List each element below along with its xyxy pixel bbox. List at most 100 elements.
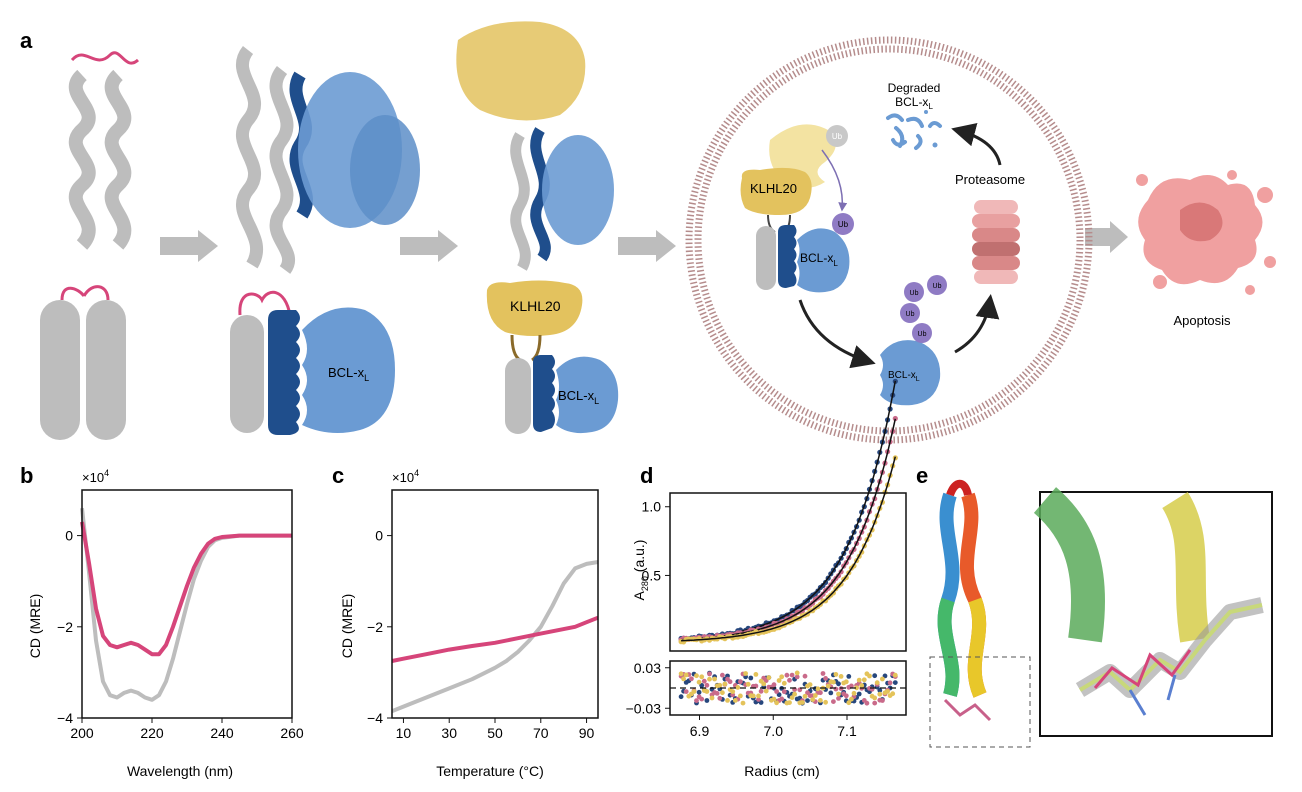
plot-frame-residual: [669, 660, 907, 716]
residual-point-2-21: [732, 698, 738, 703]
residual-point-2-77: [877, 691, 883, 697]
residual-point-1-54: [818, 690, 823, 696]
fit-curve-2: [681, 456, 897, 642]
stage2-complex-cartoon: BCL-xL: [230, 290, 395, 435]
residual-point-1-75: [872, 700, 878, 706]
svg-text:KLHL20: KLHL20: [510, 298, 561, 314]
x-tick-label: 7.0: [764, 723, 784, 739]
svg-text:BCL-xL: BCL-xL: [558, 388, 599, 406]
residual-point-1-37: [774, 689, 779, 694]
y-tick-label: −2: [367, 619, 383, 635]
svg-text:BCL-xL: BCL-xL: [888, 370, 920, 383]
residual-point-2-62: [838, 674, 844, 679]
helix-right: [104, 69, 132, 250]
residual-point-2-80: [885, 689, 890, 694]
residual-y-tick-label: −0.03: [626, 700, 662, 716]
residual-point-2-28: [750, 693, 756, 699]
residual-point-2-48: [802, 693, 808, 699]
zoom-inset-content: [1033, 487, 1264, 716]
fit-curve-1: [681, 418, 897, 641]
residual-point-1-14: [714, 691, 720, 696]
residual-point-1-41: [784, 672, 790, 678]
panel-e: e: [916, 463, 1273, 748]
residual-point-2-43: [789, 695, 795, 700]
svg-text:×104: ×104: [392, 468, 419, 485]
residual-point-2-18: [725, 698, 730, 703]
residual-point-1-23: [738, 679, 743, 685]
residual-point-0-69: [856, 691, 862, 697]
apoptotic-cell: [1136, 170, 1276, 295]
plot-frame-top: [669, 492, 907, 652]
x-tick-label: 260: [280, 725, 304, 741]
stage-arrow-1: [160, 230, 218, 262]
residual-point-2-51: [810, 697, 816, 702]
residual-point-2-32: [761, 681, 767, 687]
residual-y-tick-label: 0.03: [634, 660, 661, 676]
ub-transfer-arrow: [821, 149, 848, 212]
residual-point-1-36: [771, 682, 777, 688]
residual-point-2-33: [763, 688, 769, 694]
residual-point-1-39: [779, 696, 785, 702]
x-tick-label: 6.9: [690, 723, 710, 739]
y-tick-label: −2: [57, 619, 73, 635]
residual-point-1-11: [707, 671, 712, 677]
x-tick-label: 70: [533, 725, 549, 741]
residual-point-1-48: [802, 673, 808, 679]
residual-point-0-49: [805, 698, 810, 703]
svg-text:d: d: [640, 463, 653, 488]
residual-point-2-75: [872, 695, 878, 701]
residual-point-2-45: [794, 670, 800, 676]
chart-c: 10 30 50 70 90 0 −2 −4: [367, 489, 599, 741]
chart-d: 6.9 7.0 7.1 0.5 1.0 0.03 −0.03: [626, 378, 907, 739]
residual-point-2-1: [681, 676, 686, 682]
bcl-xl-domain: [302, 307, 395, 434]
residual-point-2-83: [892, 672, 898, 678]
residual-point-2-47: [800, 700, 805, 705]
residual-point-2-64: [843, 679, 849, 685]
y-tick-label: 1.0: [642, 499, 662, 515]
residual-point-2-54: [818, 698, 823, 703]
svg-text:c: c: [332, 463, 344, 488]
residual-point-2-70: [859, 683, 865, 688]
residual-point-1-61: [836, 696, 841, 701]
residual-point-2-25: [743, 671, 748, 676]
residual-point-1-29: [753, 683, 759, 689]
svg-text:Ub: Ub: [838, 220, 849, 229]
residual-point-1-78: [880, 698, 885, 703]
residual-point-1-43: [789, 672, 795, 678]
helix-left: [68, 69, 96, 250]
panel-d: d 6.9 7.0 7.1 0.5 1.0 0.03 −0.03 Radius (cm) A…: [626, 378, 907, 779]
rainbow-structure: [937, 479, 992, 722]
polyub-bcl-xl: [880, 340, 941, 406]
residual-point-2-30: [756, 693, 761, 699]
bh3-helix: [268, 310, 300, 435]
svg-text:BCL-xL: BCL-xL: [895, 95, 933, 111]
residual-point-0-61: [836, 681, 841, 687]
binder-helix-b: [86, 300, 126, 440]
klhl20-cartoon: [486, 280, 583, 336]
stage3-ternary-structure: [456, 21, 614, 271]
residual-point-2-82: [890, 691, 896, 697]
residual-point-2-73: [867, 673, 872, 679]
cell-membrane-inner: [694, 45, 1084, 435]
residual-point-0-75: [872, 673, 878, 679]
residual-point-0-0: [678, 694, 684, 700]
residual-point-2-76: [874, 680, 880, 686]
svg-text:Ub: Ub: [832, 132, 843, 141]
series-line-1: [80, 521, 292, 657]
residual-point-2-59: [831, 679, 836, 685]
stage3-ternary-cartoon: KLHL20 BCL-xL: [486, 280, 619, 434]
svg-text:×104: ×104: [82, 468, 109, 485]
plot-frame: [81, 489, 293, 719]
panel-b: b ×104 200 220 240 260 0 −2 −4 Wavelength (nm)…: [20, 463, 304, 779]
residual-point-2-61: [836, 691, 841, 697]
svg-text:BCL-xL: BCL-xL: [800, 251, 838, 268]
residual-point-2-50: [807, 682, 813, 687]
residual-point-2-0: [678, 671, 684, 677]
stage-arrow-3: [618, 230, 676, 262]
residual-point-2-38: [776, 678, 782, 683]
residual-point-2-36: [771, 696, 777, 702]
residual-point-1-19: [727, 679, 733, 685]
svg-text:A280 (a.u.): A280 (a.u.): [631, 540, 650, 601]
